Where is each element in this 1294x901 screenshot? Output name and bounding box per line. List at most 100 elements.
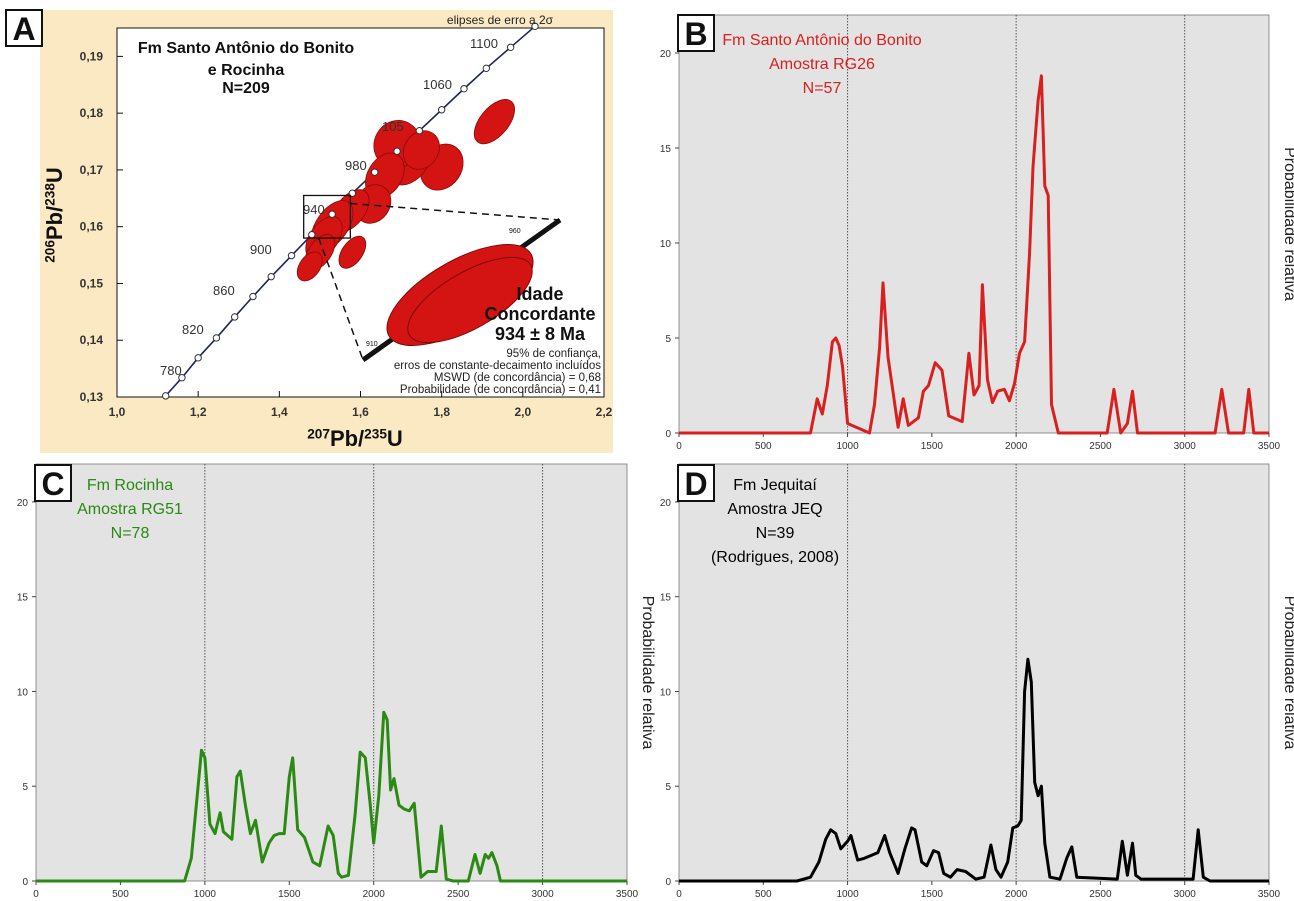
panel-title-line: N=39	[756, 525, 795, 542]
panel-a-concordia: 1,0 1,2 1,4 1,6 1,8 2,0 2,2 0,13 0,14 0,15 0,16 0,1…	[5, 9, 613, 453]
panel-a-age-marker	[287, 251, 296, 260]
panel-title-line: Amostra RG51	[77, 501, 183, 518]
panel-a-age-marker	[194, 354, 202, 362]
panel-letter-box	[677, 464, 715, 502]
panel-title-line: N=78	[111, 525, 150, 542]
panel-d-probability-plot: 0 500 1000 1500 2000 2500 3000 3500 0 5 10 15 20 Prob…	[660, 463, 1294, 900]
y-tick-label: 20	[660, 49, 672, 60]
panel-a-x-tick-label: 1,4	[271, 405, 288, 419]
panel-a-age-marker	[249, 292, 257, 301]
panel-a-age-marker	[308, 230, 316, 239]
x-tick-label: 3500	[616, 889, 639, 900]
panel-a-y-axis-title-main2: U	[42, 167, 67, 183]
x-tick-label: 2000	[1005, 441, 1028, 452]
panel-a-age-marker	[531, 22, 539, 30]
panel-title-line: Fm Santo Antônio do Bonito	[722, 32, 921, 49]
x-tick-label: 3000	[531, 889, 554, 900]
panel-a-age-marker	[178, 373, 186, 382]
panel-a-y-axis-title-main1: Pb/	[42, 206, 67, 240]
plot-area	[678, 14, 1270, 434]
panel-a-age-marker	[437, 106, 446, 114]
panel-a-age-label: 980	[345, 158, 367, 173]
panel-a-age-marker	[393, 147, 401, 155]
panel-a-age-marker	[482, 64, 491, 73]
panel-a-age-marker	[267, 272, 275, 281]
x-tick-label: 500	[755, 889, 772, 900]
panel-a-age-marker	[212, 334, 221, 342]
panel-a-inset-label: 910	[366, 341, 378, 348]
panel-a-result-line: Concordante	[484, 304, 595, 324]
x-tick-label: 2500	[1089, 441, 1112, 452]
x-tick-label: 500	[755, 441, 772, 452]
panel-a-y-tick-label: 0,13	[80, 390, 104, 404]
panel-letter: D	[684, 466, 707, 502]
panel-letter: B	[684, 16, 707, 52]
panel-a-age-marker	[230, 313, 239, 321]
x-tick-label: 2000	[1005, 889, 1028, 900]
panel-a-x-axis-title-main2: U	[387, 426, 403, 451]
panel-a-y-axis-title-sup1: 206	[42, 240, 57, 263]
panel-a-y-axis-title: 206Pb/238U	[42, 167, 67, 263]
panel-a-y-axis-title-sup2: 238	[42, 183, 57, 206]
panel-title-line: (Rodrigues, 2008)	[711, 549, 839, 566]
panel-a-stats-line: MSWD (de concordância) = 0,68	[434, 372, 601, 384]
panel-title-line: Fm Rocinha	[87, 477, 173, 494]
x-tick-label: 3500	[1258, 889, 1281, 900]
panel-a-age-label: 940	[303, 202, 325, 217]
panel-c-probability-plot: 0 500 1000 1500 2000 2500 3000 3500 0 5 10 15 20 Prob…	[17, 463, 656, 900]
x-tick-label: 3000	[1174, 889, 1197, 900]
panel-a-zoom-connector	[317, 237, 364, 361]
y-tick-label: 20	[17, 498, 29, 509]
panel-a-stats-line: erros de constante-decaimento incluídos	[394, 360, 601, 372]
panel-a-x-tick-label: 1,8	[433, 405, 450, 419]
y-axis-title: Probabilidade relativa	[639, 596, 656, 750]
panel-a-error-ellipse	[338, 235, 367, 269]
panel-a-title-line: N=209	[222, 80, 270, 97]
panel-title-line: N=57	[803, 80, 842, 97]
panel-a-x-tick-label: 2,2	[596, 405, 613, 419]
panel-title-line: Amostra RG26	[769, 56, 875, 73]
x-tick-label: 1500	[921, 441, 944, 452]
y-axis-title: Probabilidade relativa	[1281, 147, 1294, 301]
panel-a-stats-line: 95% de confiança,	[506, 348, 601, 360]
panel-a-error-ellipse	[402, 130, 440, 170]
plot-area	[678, 463, 1270, 882]
panel-a-error-ellipse	[296, 251, 323, 282]
x-tick-label: 2500	[447, 889, 470, 900]
panel-a-age-marker	[162, 392, 170, 400]
panel-a-inset-ellipse	[407, 256, 533, 344]
panel-a-x-axis-title-sup1: 207	[307, 426, 330, 441]
panel-a-age-marker	[460, 85, 468, 93]
panel-a-y-tick-label: 0,15	[80, 276, 104, 290]
panel-a-age-label: 780	[160, 363, 182, 378]
panel-a-error-ellipse	[473, 99, 515, 145]
panel-a-age-label: 105	[382, 119, 404, 134]
panel-a-x-tick-label: 1,0	[109, 405, 126, 419]
panel-a-result-line: Idade	[516, 284, 563, 304]
x-tick-label: 0	[676, 889, 682, 900]
probability-curve	[679, 657, 1269, 883]
panel-letter-box	[677, 14, 715, 52]
panel-letter-box	[34, 464, 72, 502]
y-tick-label: 5	[665, 334, 671, 345]
x-tick-label: 2000	[363, 889, 386, 900]
x-tick-label: 3000	[1174, 441, 1197, 452]
panel-a-y-tick-label: 0,17	[80, 163, 104, 177]
panel-a-result-line: 934 ± 8 Ma	[495, 324, 586, 344]
panel-a-y-tick-label: 0,14	[80, 333, 104, 347]
panel-a-age-label: 1060	[423, 77, 452, 92]
x-tick-label: 1500	[921, 889, 944, 900]
panel-a-x-axis-title-main1: Pb/	[330, 426, 364, 451]
x-tick-label: 0	[33, 889, 39, 900]
panel-a-age-marker	[506, 43, 515, 52]
panel-a-inset-label: 960	[509, 228, 521, 235]
panel-a-letter: A	[12, 11, 35, 47]
panel-a-age-marker	[328, 210, 336, 218]
x-tick-label: 1000	[836, 441, 859, 452]
probability-curve	[36, 710, 627, 883]
y-tick-label: 10	[660, 239, 672, 250]
panel-a-corner-note: elipses de erro a 2σ	[447, 13, 554, 27]
panel-a-y-tick-label: 0,16	[80, 220, 104, 234]
y-tick-label: 15	[660, 144, 672, 155]
